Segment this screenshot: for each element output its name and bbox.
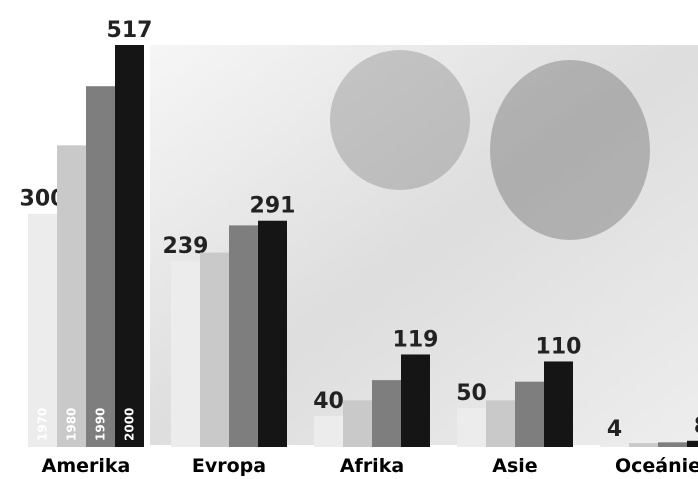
bar <box>457 408 486 447</box>
bar <box>687 440 698 447</box>
bar <box>343 400 372 447</box>
bar <box>200 252 229 447</box>
photo-shape <box>330 50 470 190</box>
legend-label: 1970 <box>36 408 50 441</box>
value-label: 110 <box>536 334 582 359</box>
bar <box>115 45 144 447</box>
category-label: Afrika <box>340 455 404 477</box>
bar <box>229 225 258 447</box>
bar <box>86 86 115 448</box>
bar <box>258 220 287 447</box>
value-label: 40 <box>313 389 344 414</box>
photo-shape <box>490 60 650 240</box>
bar <box>486 400 515 447</box>
category-label: Oceánie <box>615 455 698 477</box>
value-label: 4 <box>607 417 622 442</box>
bar <box>314 415 343 447</box>
value-label: 50 <box>456 381 487 406</box>
bar <box>600 443 629 447</box>
value-label: 517 <box>107 18 153 43</box>
value-label: 291 <box>250 194 296 219</box>
bar <box>57 145 86 447</box>
category-label: Amerika <box>42 455 131 477</box>
legend-label: 1980 <box>65 408 79 441</box>
bar <box>658 442 687 447</box>
bar <box>544 361 573 447</box>
bar <box>515 381 544 447</box>
legend-label: 2000 <box>123 408 137 441</box>
bar <box>372 380 401 447</box>
bar <box>28 213 57 447</box>
bar <box>629 443 658 447</box>
legend-label: 1990 <box>94 408 108 441</box>
category-label: Asie <box>492 455 537 477</box>
value-label: 8 <box>694 414 698 439</box>
value-label: 119 <box>393 327 439 352</box>
category-label: Evropa <box>192 455 266 477</box>
bar <box>401 354 430 447</box>
bar <box>171 261 200 447</box>
